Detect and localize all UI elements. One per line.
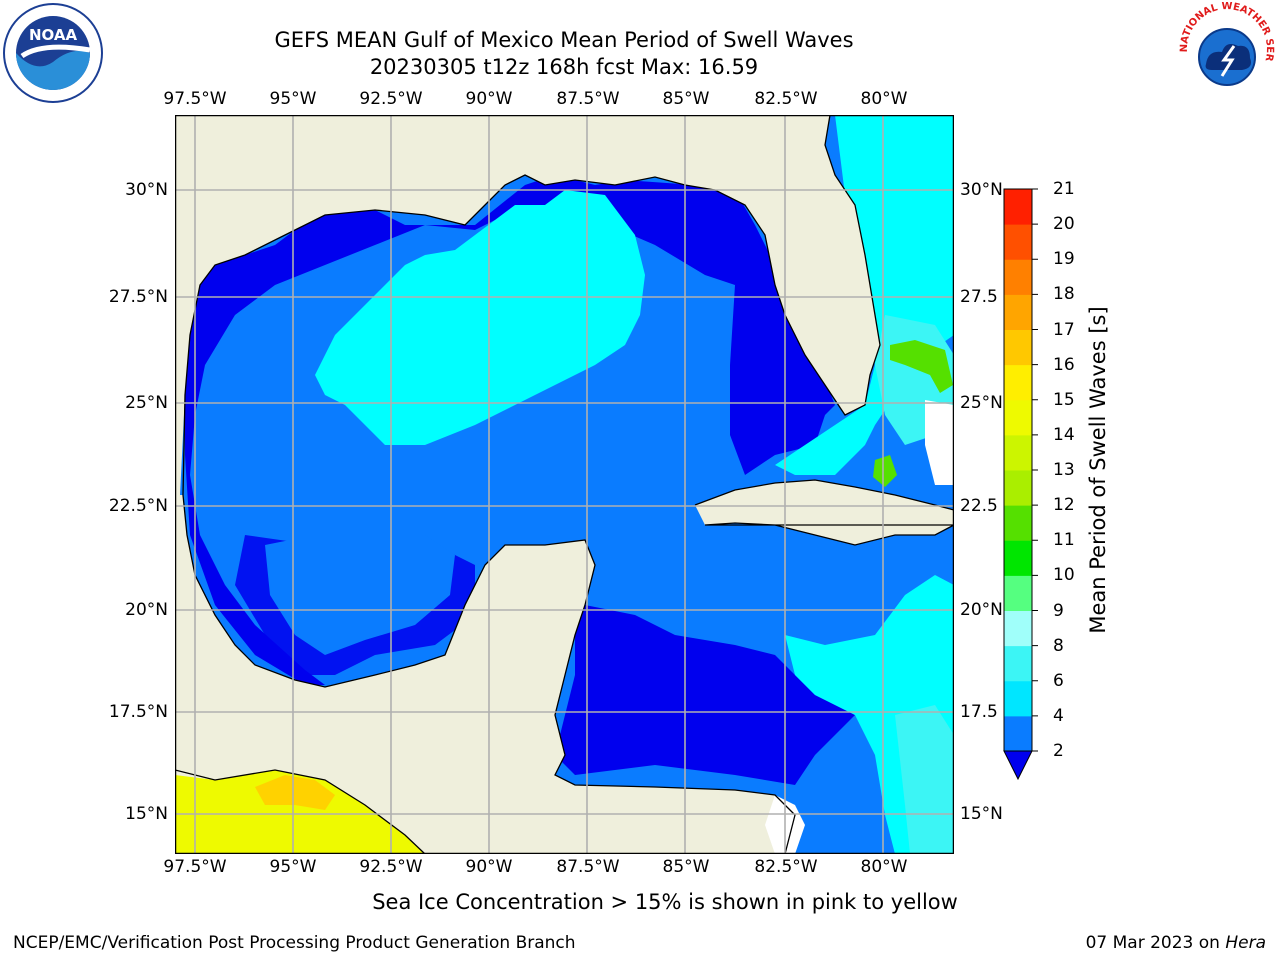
colorbar-tick-label: 18 — [1053, 284, 1075, 305]
colorbar-tick-label: 11 — [1053, 530, 1075, 551]
deep-blue-yucatan-basin — [555, 605, 855, 785]
colorbar-tick-label: 8 — [1053, 635, 1064, 656]
map-title-line2: 20230305 t12z 168h fcst Max: 16.59 — [369, 55, 759, 79]
colorbar-title: Mean Period of Swell Waves [s] — [1086, 306, 1110, 634]
lon-label-top: 85°W — [662, 89, 710, 109]
coastline-cuba — [694, 479, 954, 546]
lon-label-top: 82.5°W — [754, 89, 818, 109]
lon-label-top: 80°W — [860, 89, 908, 109]
colorbar-segment — [1004, 434, 1032, 471]
lat-label-right: 17.5 — [960, 702, 998, 722]
swell-period-map — [175, 115, 954, 854]
land-mexico — [175, 495, 795, 854]
land-cuba — [695, 480, 954, 545]
lat-label-right: 30°N — [960, 180, 1003, 200]
colorbar-tick-label: 4 — [1053, 705, 1064, 726]
colorbar-segment — [1004, 505, 1032, 541]
colorbar-segment — [1004, 189, 1032, 225]
map-frame — [175, 115, 954, 854]
colorbar-segment — [1004, 540, 1032, 576]
colorbar-segment — [1004, 329, 1032, 366]
yellow-pacific — [175, 770, 425, 854]
colorbar-segment — [1004, 399, 1032, 436]
lat-label-right: 22.5 — [960, 496, 998, 516]
lat-label-left: 22.5°N — [108, 496, 168, 516]
deep-blue-west — [183, 175, 785, 685]
lat-label-left: 30°N — [125, 180, 168, 200]
colorbar-tick-label: 6 — [1053, 670, 1064, 691]
colorbar-tick-label: 10 — [1053, 565, 1075, 586]
lon-label-bottom: 85°W — [662, 857, 710, 877]
green-bahamas — [890, 340, 953, 393]
mid-blue-bay — [265, 535, 455, 655]
colorbar-tick-label: 2 — [1053, 741, 1064, 761]
colorbar-segment — [1004, 715, 1032, 752]
colorbar-segment — [1004, 224, 1032, 260]
colorbar-segment — [1004, 680, 1032, 717]
lat-label-left: 20°N — [125, 600, 168, 620]
orange-pacific — [255, 775, 335, 810]
lat-label-left: 17.5°N — [108, 702, 168, 722]
noaa-logo-text: NOAA — [29, 26, 78, 44]
colorbar-tick-label: 17 — [1053, 319, 1075, 340]
colorbar-segment — [1004, 645, 1032, 682]
colorbar-tick-label: 12 — [1053, 495, 1075, 516]
lon-label-top: 87.5°W — [556, 89, 620, 109]
lon-label-bottom: 80°W — [860, 857, 908, 877]
lon-label-bottom: 97.5°W — [163, 857, 227, 877]
colorbar-segment — [1004, 294, 1032, 330]
lon-label-top: 90°W — [465, 89, 513, 109]
lat-label-left: 25°N — [125, 393, 168, 413]
footer-date: 07 Mar 2023 on Hera — [1086, 933, 1266, 953]
colorbar-extend-arrow — [1003, 750, 1033, 781]
colorbar-segment — [1004, 470, 1032, 506]
lon-label-bottom: 82.5°W — [754, 857, 818, 877]
lat-label-left: 27.5°N — [108, 287, 168, 307]
colorbar-tick-label: 16 — [1053, 354, 1075, 375]
lat-label-right: 15°N — [960, 804, 1003, 824]
cyan-central — [315, 190, 645, 445]
deep-blue-loop — [730, 265, 835, 475]
lon-label-top: 97.5°W — [163, 89, 227, 109]
lon-label-top: 92.5°W — [359, 89, 423, 109]
colorbar-segment — [1004, 610, 1032, 647]
colorbar-tick-label: 14 — [1053, 424, 1075, 445]
noaa-logo-icon: NOAA — [3, 3, 103, 103]
nws-logo-icon: NATIONAL WEATHER SERVICE — [1176, 2, 1276, 102]
lon-label-bottom: 92.5°W — [359, 857, 423, 877]
colorbar-segment — [1004, 575, 1032, 611]
coastline-pacific — [175, 769, 426, 854]
missing-data-florida-keys — [925, 400, 954, 485]
lon-label-bottom: 90°W — [465, 857, 513, 877]
map-title-line1: GEFS MEAN Gulf of Mexico Mean Period of … — [274, 28, 854, 52]
sea-ice-note: Sea Ice Concentration > 15% is shown in … — [372, 890, 958, 914]
colorbar-tick-label: 15 — [1053, 389, 1075, 410]
footer-date-text: 07 Mar 2023 on — [1085, 933, 1220, 953]
lat-label-right: 25°N — [960, 393, 1003, 413]
colorbar-tick-label: 20 — [1053, 214, 1075, 235]
colorbar-tick-label: 21 — [1053, 179, 1075, 199]
colorbar-segment — [1004, 259, 1032, 295]
lat-label-right: 27.5 — [960, 287, 998, 307]
lat-label-right: 20°N — [960, 600, 1003, 620]
green-cuba-coast — [873, 455, 897, 487]
lon-label-bottom: 87.5°W — [556, 857, 620, 877]
light-cyan-caribbean — [895, 705, 954, 854]
lon-label-top: 95°W — [269, 89, 317, 109]
footer-producer: NCEP/EMC/Verification Post Processing Pr… — [13, 933, 576, 953]
colorbar-tick-label: 19 — [1053, 249, 1075, 270]
coastline-usa — [182, 115, 881, 854]
map-gridlines — [175, 115, 954, 854]
lat-label-left: 15°N — [125, 804, 168, 824]
colorbar — [1003, 188, 1038, 781]
colorbar-segment — [1004, 364, 1032, 401]
colorbar-tick-label: 9 — [1053, 600, 1064, 621]
colorbar-tick-label: 13 — [1053, 460, 1075, 480]
lon-label-bottom: 95°W — [269, 857, 317, 877]
footer-host: Hera — [1225, 933, 1266, 953]
